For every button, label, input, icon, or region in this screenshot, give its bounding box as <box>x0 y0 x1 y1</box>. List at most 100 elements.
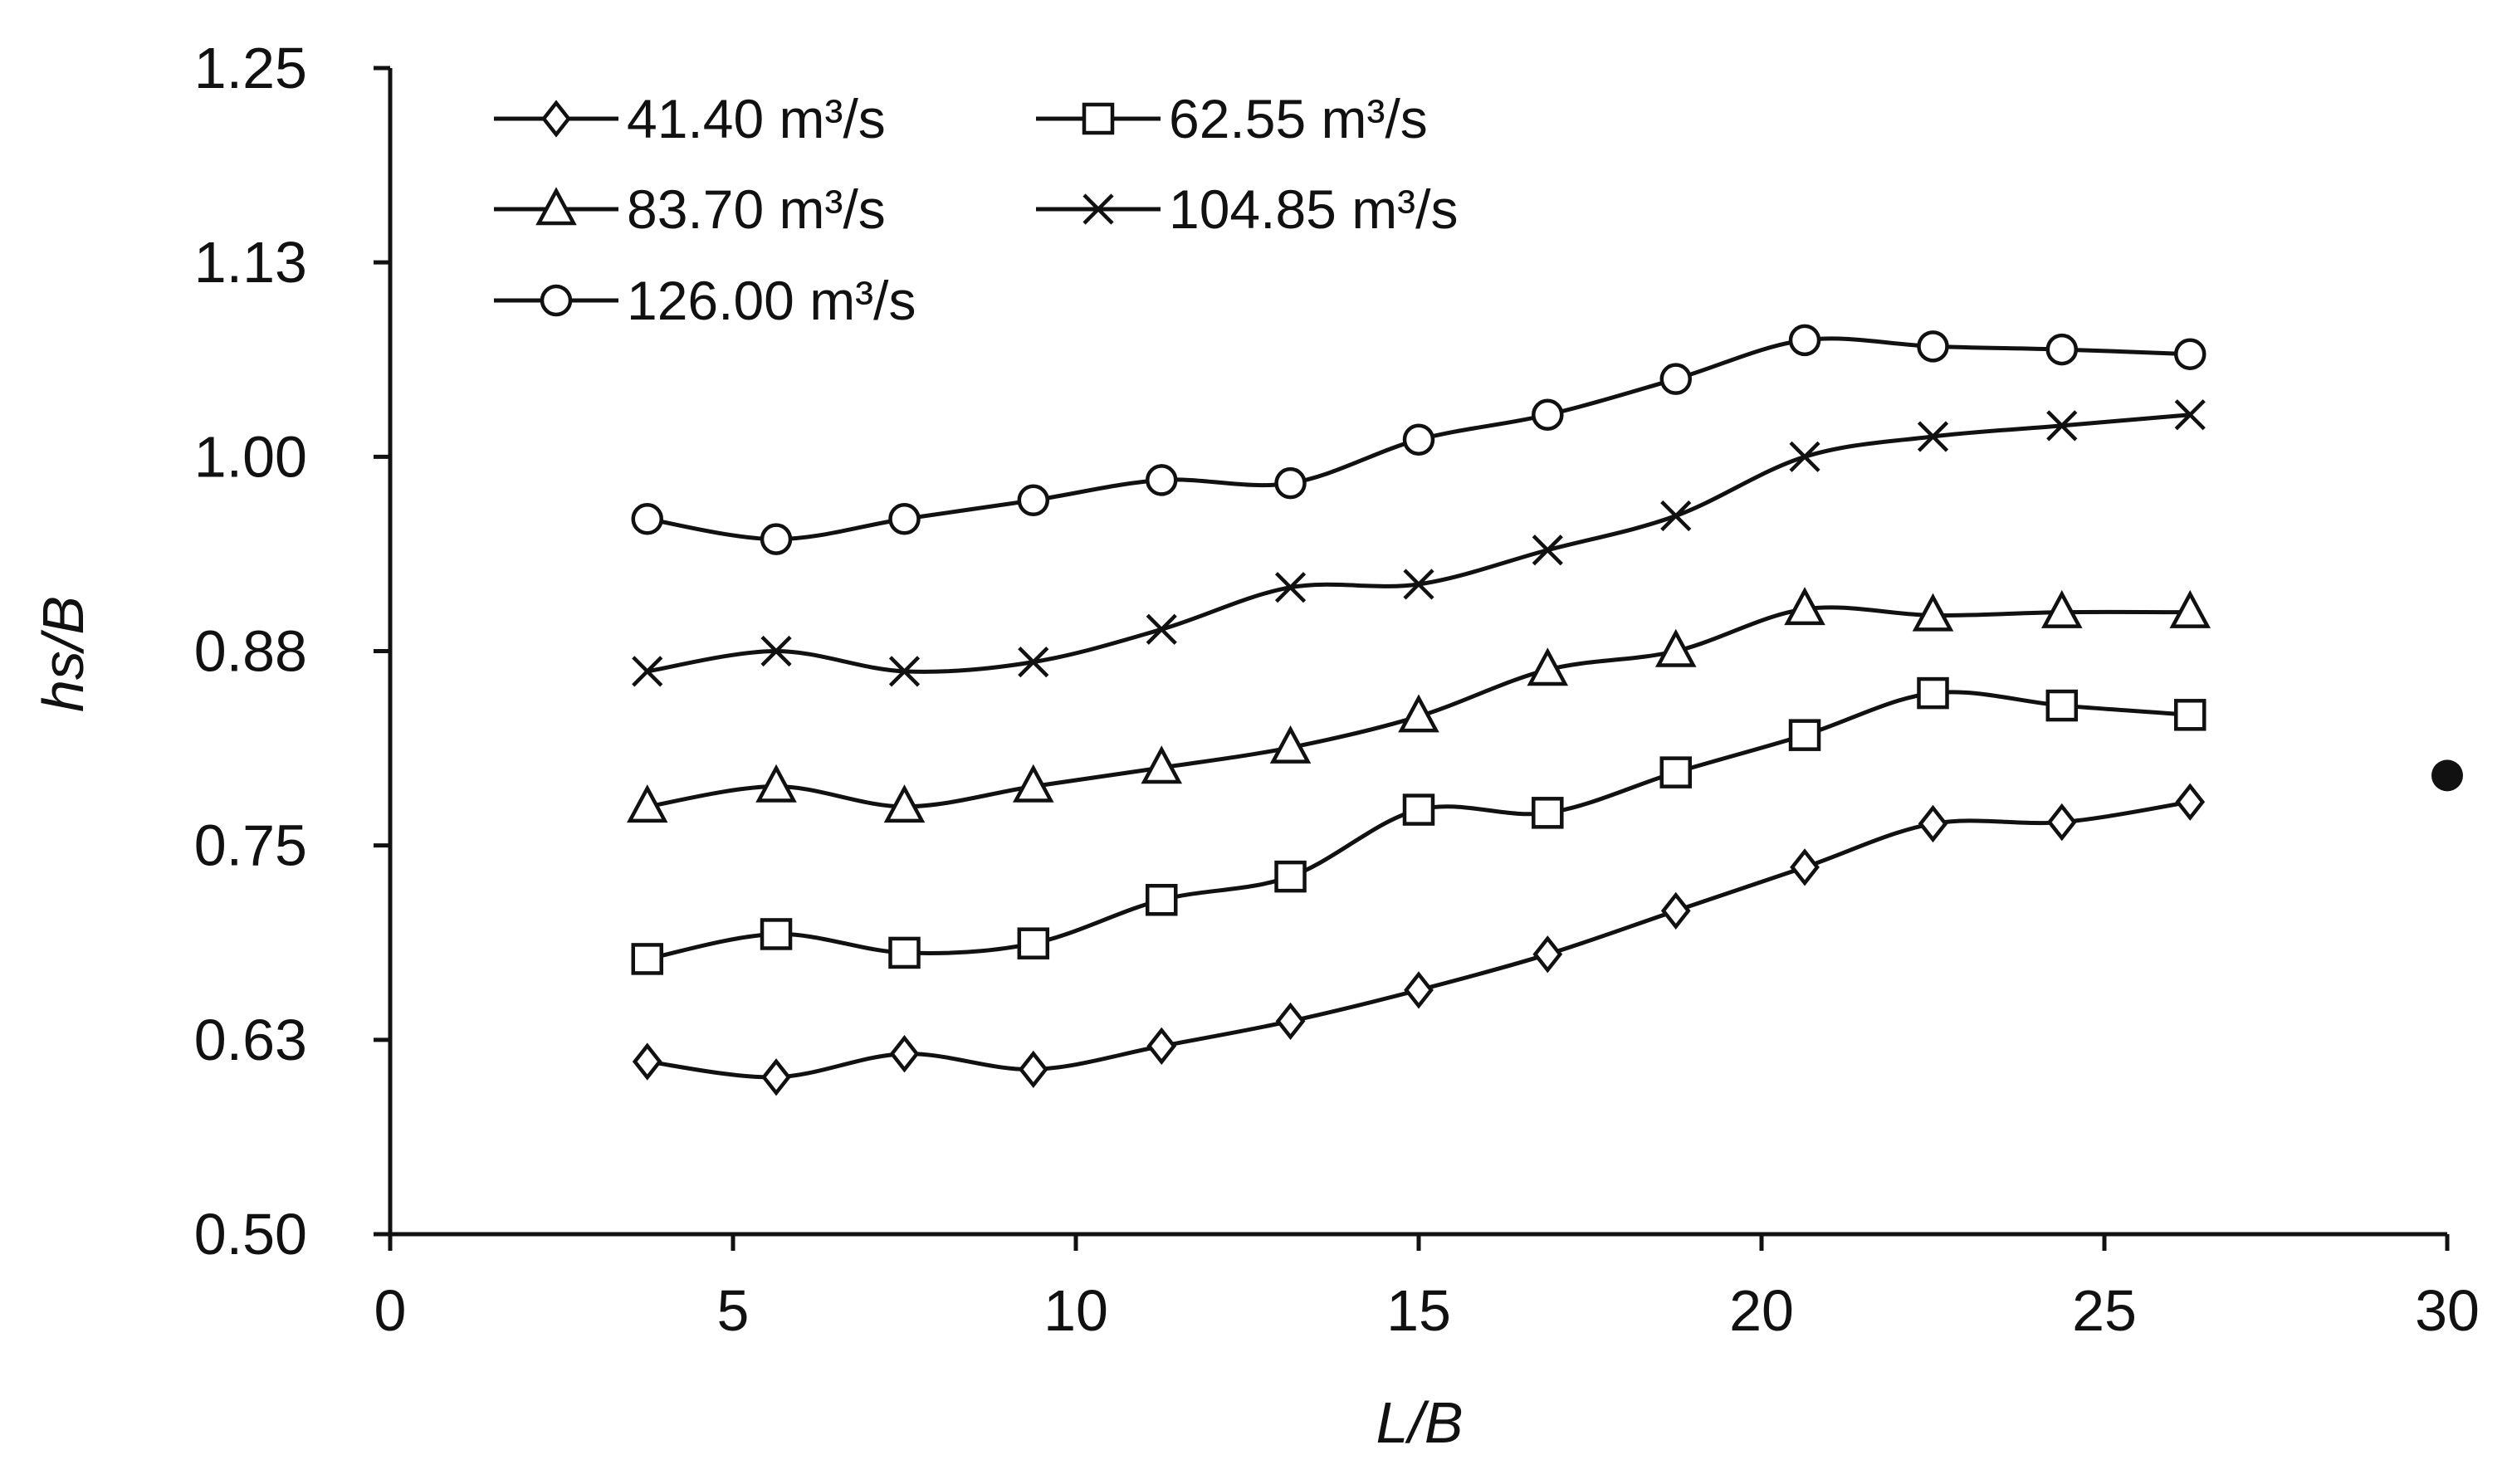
series-group <box>626 324 2211 1096</box>
legend-label: 83.70 m³/s <box>627 178 886 240</box>
legend-item: 126.00 m³/s <box>494 270 916 331</box>
data-point <box>2174 699 2206 731</box>
data-point <box>1141 745 1183 784</box>
data-point <box>1532 935 1563 974</box>
legend-marker <box>535 187 577 226</box>
data-point <box>1660 891 1691 930</box>
data-point <box>1532 398 1564 432</box>
legend-item: 62.55 m³/s <box>1036 88 1428 149</box>
data-point <box>1146 613 1177 645</box>
data-point <box>2041 589 2083 628</box>
data-point <box>1146 883 1178 916</box>
data-point <box>631 503 663 535</box>
data-point <box>888 503 921 535</box>
data-point <box>632 1042 662 1081</box>
legend-item: 41.40 m³/s <box>494 88 886 149</box>
data-point <box>1532 797 1564 829</box>
x-tick-label: 10 <box>1043 1278 1108 1343</box>
legend-label: 104.85 m³/s <box>1169 178 1459 240</box>
data-point <box>632 656 663 687</box>
legend-label: 62.55 m³/s <box>1169 88 1428 149</box>
data-point <box>1918 804 1948 843</box>
data-point <box>1146 1027 1177 1065</box>
series-4 <box>632 399 2206 687</box>
legend-item: 83.70 m³/s <box>494 178 886 240</box>
data-point <box>1404 971 1434 1009</box>
legend-marker <box>1082 193 1114 225</box>
data-point <box>1659 756 1692 788</box>
data-point <box>1790 848 1820 886</box>
series-line <box>647 799 2191 1080</box>
data-point <box>1017 927 1050 959</box>
data-point <box>1917 421 1949 452</box>
legend-marker <box>1082 102 1115 135</box>
data-point <box>2045 333 2079 366</box>
data-point <box>1660 500 1692 532</box>
data-point <box>2046 803 2077 842</box>
data-point <box>1532 535 1563 566</box>
y-tick-labels: 0.50 0.63 0.75 0.88 1.00 1.13 1.25 <box>194 36 390 1267</box>
data-point <box>1917 676 1949 710</box>
x-tick-label: 20 <box>1729 1278 1794 1343</box>
data-point <box>1017 484 1050 517</box>
data-point <box>1788 719 1821 751</box>
data-point <box>883 784 926 823</box>
data-point <box>1402 423 1435 456</box>
data-point <box>1146 464 1178 496</box>
data-point <box>761 1058 791 1096</box>
y-tick-label: 0.75 <box>194 813 307 878</box>
extra-points <box>2431 759 2463 792</box>
legend-label: 41.40 m³/s <box>627 88 886 149</box>
y-tick-label: 0.50 <box>194 1202 307 1267</box>
data-point <box>1788 324 1821 357</box>
data-point <box>2169 589 2211 628</box>
data-point <box>760 918 793 950</box>
data-point <box>2175 783 2206 821</box>
series-3 <box>626 587 2211 823</box>
data-point <box>1654 628 1697 667</box>
x-tick-label: 30 <box>2415 1278 2480 1343</box>
data-point <box>1269 725 1312 764</box>
data-point <box>2174 338 2206 370</box>
y-tick-label: 1.25 <box>194 36 307 100</box>
data-point <box>1784 587 1825 626</box>
data-point <box>755 764 797 803</box>
data-point <box>1403 569 1434 600</box>
data-point <box>1274 860 1307 893</box>
data-point <box>2046 410 2078 442</box>
data-point <box>1013 764 1054 803</box>
data-point <box>1274 572 1307 603</box>
data-point <box>1659 363 1692 395</box>
y-tick-label: 1.13 <box>194 230 307 295</box>
data-point <box>760 635 792 667</box>
data-point <box>1402 793 1435 826</box>
data-point <box>1789 441 1820 472</box>
legend-marker <box>540 284 573 317</box>
x-tick-labels: 0 5 10 15 20 25 30 <box>374 1234 2480 1343</box>
x-tick-label: 25 <box>2072 1278 2137 1343</box>
x-tick-label: 5 <box>717 1278 750 1343</box>
axes <box>388 68 2447 1237</box>
series-1 <box>632 783 2206 1096</box>
data-point <box>1912 593 1954 632</box>
legend: 41.40 m³/s 62.55 m³/s 83.70 m³/s 104.85 m³/… <box>494 88 1459 331</box>
legend-marker <box>541 100 571 138</box>
data-point <box>1917 330 1949 363</box>
data-point <box>889 1035 920 1073</box>
data-point <box>1275 1002 1306 1040</box>
y-tick-label: 1.00 <box>194 424 307 489</box>
data-point <box>626 784 668 823</box>
data-point <box>1018 1050 1048 1089</box>
y-tick-label: 0.88 <box>194 619 307 684</box>
data-point <box>1398 694 1439 733</box>
data-point <box>2045 689 2079 722</box>
y-tick-label: 0.63 <box>194 1008 307 1072</box>
x-tick-label: 0 <box>374 1278 407 1343</box>
extra-point <box>2431 759 2463 792</box>
x-tick-label: 15 <box>1386 1278 1451 1343</box>
legend-label: 126.00 m³/s <box>627 270 916 331</box>
data-point <box>2174 399 2206 431</box>
data-point <box>760 523 793 555</box>
data-point <box>888 936 921 969</box>
